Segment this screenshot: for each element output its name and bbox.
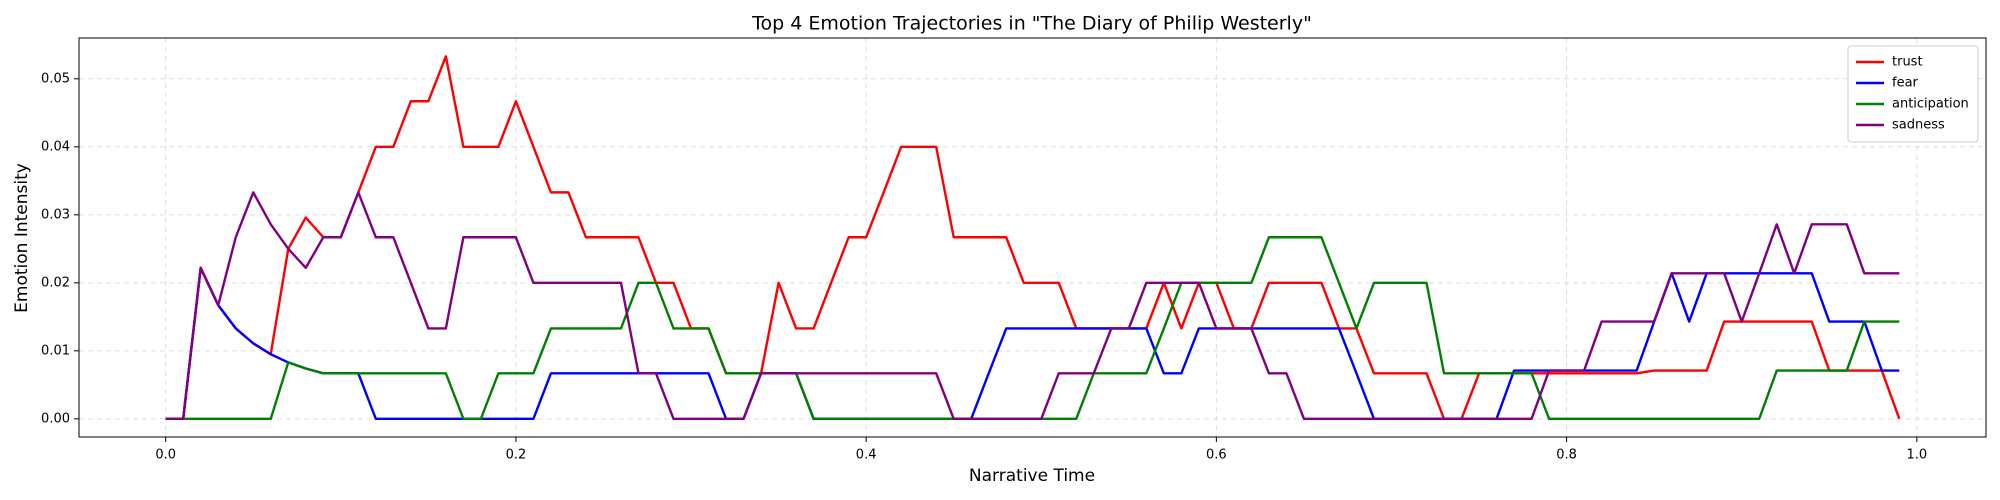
y-tick-label: 0.05 <box>41 71 70 86</box>
legend-label: anticipation <box>1892 97 1969 112</box>
x-tick-label: 0.6 <box>1206 448 1227 463</box>
y-axis-label: Emotion Intensity <box>12 163 32 313</box>
legend-box <box>1847 45 1979 143</box>
y-tick-label: 0.03 <box>41 207 70 222</box>
legend-label: fear <box>1892 76 1919 91</box>
y-tick-label: 0.04 <box>41 139 70 154</box>
legend-label: trust <box>1892 55 1923 70</box>
plot-frame <box>78 37 1987 438</box>
series-line <box>165 191 1900 421</box>
series-line <box>165 55 1901 421</box>
chart-title: Top 4 Emotion Trajectories in "The Diary… <box>751 13 1312 35</box>
legend-label: sadness <box>1892 118 1945 133</box>
x-tick-label: 0.0 <box>155 448 176 463</box>
legend: trust fear anticipation sadness <box>1847 45 1979 143</box>
x-axis-label: Narrative Time <box>969 466 1095 486</box>
y-tick-label: 0.02 <box>41 275 70 290</box>
y-tick-label: 0.00 <box>41 411 70 426</box>
series-line <box>165 266 1900 421</box>
x-tick-label: 0.4 <box>856 448 877 463</box>
x-tick-label: 0.2 <box>506 448 527 463</box>
y-tick-label: 0.01 <box>41 343 70 358</box>
x-tick-label: 0.8 <box>1556 448 1577 463</box>
x-tick-label: 1.0 <box>1906 448 1927 463</box>
